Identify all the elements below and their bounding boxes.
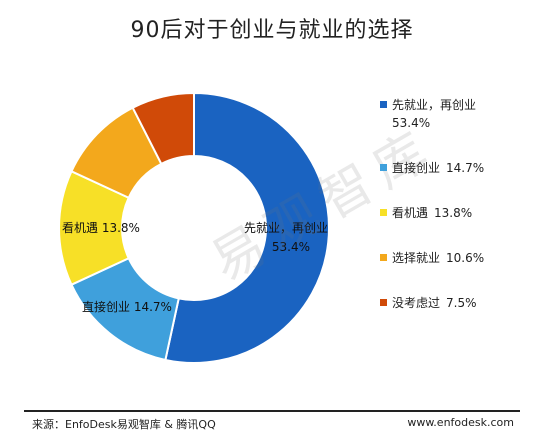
legend-label: 没考虑过 7.5% (392, 294, 540, 312)
slice-label-1: 先就业，再创业 (244, 221, 328, 235)
slice-label-2: 直接创业 14.7% (82, 299, 172, 314)
legend-label: 看机遇 13.8% (392, 204, 540, 222)
legend-swatch (380, 209, 387, 216)
donut-slices (58, 91, 331, 364)
legend-item-3: 看机遇 13.8% (380, 204, 540, 222)
legend-label: 先就业，再创业 53.4% (392, 96, 540, 132)
footer-divider (24, 410, 520, 412)
legend-label: 直接创业 14.7% (392, 159, 540, 177)
site-url: www.enfodesk.com (407, 416, 514, 429)
legend-category: 先就业，再创业 (392, 98, 477, 112)
slice-label-3: 看机遇 13.8% (62, 221, 140, 235)
legend-value: 14.7% (446, 161, 485, 175)
legend-swatch (380, 299, 387, 306)
legend: 先就业，再创业 53.4% 直接创业 14.7% 看机遇 13.8% 选择就业 10.6% 没考… (380, 96, 540, 339)
legend-value: 53.4% (392, 116, 431, 130)
slice-5 (131, 91, 195, 166)
legend-swatch (380, 164, 387, 171)
legend-category: 没考虑过 (392, 296, 441, 310)
slice-label-1: 53.4% (272, 240, 310, 254)
legend-item-5: 没考虑过 7.5% (380, 294, 540, 312)
legend-item-4: 选择就业 10.6% (380, 249, 540, 267)
legend-value: 7.5% (446, 296, 477, 310)
legend-value: 13.8% (434, 206, 473, 220)
slice-labels: 先就业，再创业 53.4% 直接创业 14.7% 看机遇 13.8% (62, 221, 328, 314)
legend-category: 选择就业 (392, 251, 441, 265)
legend-swatch (380, 101, 387, 108)
legend-label: 选择就业 10.6% (392, 249, 540, 267)
chart-title: 90后对于创业与就业的选择 (130, 18, 414, 43)
legend-value: 10.6% (446, 251, 485, 265)
source-note: 来源：EnfoDesk易观智库 & 腾讯QQ (32, 418, 216, 431)
slice-1 (164, 91, 331, 364)
legend-item-2: 直接创业 14.7% (380, 159, 540, 177)
legend-item-1: 先就业，再创业 53.4% (380, 96, 540, 132)
legend-category: 看机遇 (392, 206, 429, 220)
legend-category: 直接创业 (392, 161, 441, 175)
legend-swatch (380, 254, 387, 261)
